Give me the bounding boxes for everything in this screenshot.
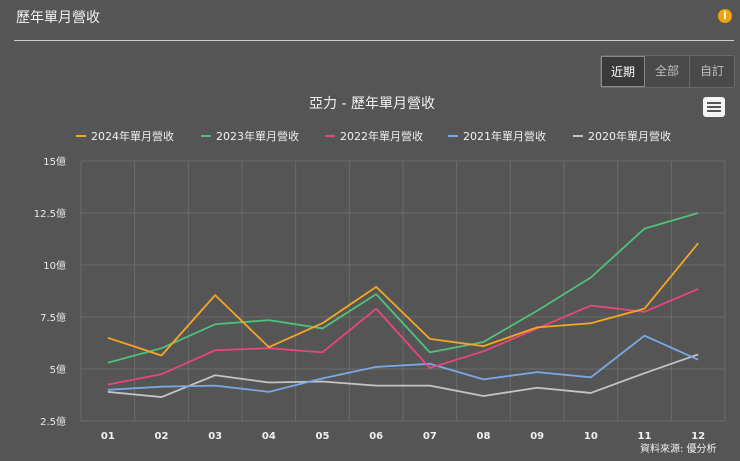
legend-label: 2022年單月營收	[340, 129, 423, 143]
y-tick-label: 12.5億	[34, 207, 66, 220]
y-tick-label: 5億	[50, 363, 66, 376]
range-button-custom[interactable]: 自訂	[699, 64, 724, 78]
legend-label: 2020年單月營收	[588, 129, 671, 143]
x-tick-label: 08	[477, 431, 491, 442]
x-tick-label: 10	[584, 431, 598, 442]
chart-legend: 2024年單月營收 2023年單月營收 2022年單月營收 2021年單月營收 2020…	[76, 129, 671, 143]
series-line	[107, 212, 699, 364]
x-axis: 01 02 03 04 05 06 07 08 09 10 11 12	[101, 431, 705, 442]
source-label: 資料來源: 優分析	[640, 444, 717, 455]
x-tick-label: 02	[155, 431, 169, 442]
legend-label: 2021年單月營收	[463, 129, 546, 143]
x-tick-label: 06	[369, 431, 383, 442]
y-tick-label: 2.5億	[40, 415, 66, 428]
info-icon[interactable]: i	[718, 9, 732, 23]
x-tick-label: 07	[423, 431, 437, 442]
x-tick-label: 01	[101, 431, 115, 442]
page-title: 歷年單月營收	[16, 10, 100, 26]
legend-label: 2024年單月營收	[91, 129, 174, 143]
series-line	[107, 334, 699, 393]
header-divider	[14, 40, 734, 41]
y-axis: 2.5億 5億 7.5億 10億 12.5億 15億	[34, 155, 66, 428]
series-line	[107, 242, 699, 357]
x-tick-label: 09	[530, 431, 544, 442]
range-button-recent[interactable]: 近期	[601, 56, 645, 87]
range-button-all[interactable]: 全部	[645, 56, 690, 87]
x-tick-label: 12	[691, 431, 705, 442]
y-tick-label: 10億	[43, 259, 66, 272]
series-line	[107, 288, 699, 386]
range-selector: 近期 全部 自訂	[600, 55, 735, 88]
chart-grid	[80, 160, 726, 422]
y-tick-label: 15億	[43, 155, 66, 168]
series-line	[107, 353, 699, 398]
x-tick-label: 11	[638, 431, 652, 442]
chart-series	[107, 212, 699, 398]
x-tick-label: 05	[316, 431, 330, 442]
x-tick-label: 04	[262, 431, 276, 442]
chart-title: 亞力 - 歷年單月營收	[309, 96, 435, 112]
legend-label: 2023年單月營收	[216, 129, 299, 143]
x-tick-label: 03	[208, 431, 222, 442]
hamburger-menu-icon[interactable]	[703, 97, 725, 117]
y-tick-label: 7.5億	[40, 311, 66, 324]
